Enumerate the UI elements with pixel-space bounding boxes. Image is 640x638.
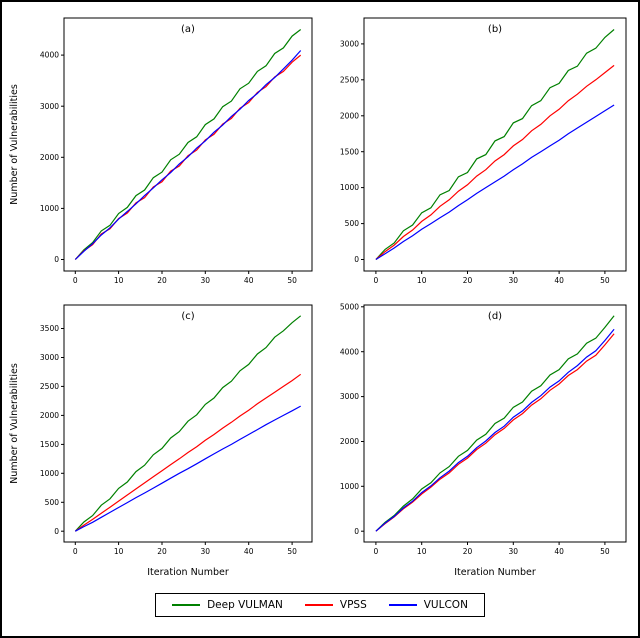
y-tick-label: 0 bbox=[54, 527, 59, 536]
legend-line-swatch bbox=[388, 604, 417, 606]
x-tick-label: 10 bbox=[114, 276, 124, 285]
y-tick-label: 2000 bbox=[340, 437, 359, 446]
x-tick-label: 20 bbox=[157, 547, 167, 556]
panel-label: (b) bbox=[488, 24, 502, 35]
y-tick-label: 4000 bbox=[340, 347, 359, 356]
y-tick-label: 2000 bbox=[40, 411, 59, 420]
x-tick-label: 30 bbox=[509, 547, 519, 556]
x-tick-label: 20 bbox=[463, 276, 473, 285]
x-tick-label: 40 bbox=[554, 276, 564, 285]
series-line-vulcon bbox=[74, 50, 302, 260]
legend-label: VPSS bbox=[339, 599, 367, 611]
x-tick-label: 50 bbox=[600, 276, 610, 285]
y-tick-label: 1000 bbox=[40, 204, 59, 213]
x-tick-label: 0 bbox=[374, 276, 379, 285]
y-tick-label: 3000 bbox=[40, 102, 59, 111]
plot-area bbox=[363, 17, 627, 272]
legend-item-vpss: VPSS bbox=[304, 599, 367, 611]
y-tick-label: 3500 bbox=[40, 324, 59, 333]
x-tick-label: 0 bbox=[374, 547, 379, 556]
panel-label: (d) bbox=[488, 311, 502, 322]
x-tick-label: 40 bbox=[244, 276, 254, 285]
x-tick-label: 10 bbox=[417, 276, 427, 285]
x-axis-label: Iteration Number bbox=[147, 567, 229, 578]
y-tick-label: 3000 bbox=[40, 353, 59, 362]
x-tick-label: 10 bbox=[114, 547, 124, 556]
subplot-b: 0 10 20 30 40 50 0 500 1000 1500 2000 2500 3000 (b) bbox=[320, 6, 634, 293]
legend-item-deep-vulman: Deep VULMAN bbox=[172, 599, 283, 611]
y-axis-label: Number of Vulnerabilities bbox=[9, 363, 20, 484]
y-tick-label: 2000 bbox=[40, 153, 59, 162]
series-line-vpss bbox=[375, 333, 615, 532]
legend-label: VULCON bbox=[423, 599, 468, 611]
series-line-vulcon bbox=[375, 104, 615, 261]
y-axis-label: Number of Vulnerabilities bbox=[9, 84, 20, 205]
y-tick-label: 0 bbox=[354, 255, 359, 264]
subplot-d: 0 10 20 30 40 50 0 1000 2000 3000 4000 5000 (d) Itera… bbox=[320, 293, 634, 580]
subplot-svg: 0 10 20 30 40 500500100015002000250030003500(… bbox=[9, 304, 313, 578]
subplot-svg: 0 10 20 30 40 50 0 1000 2000 3000 4000 (a) Number of… bbox=[9, 17, 313, 285]
plot-area bbox=[63, 17, 313, 272]
x-axis-label: Iteration Number bbox=[454, 567, 536, 578]
legend-label: Deep VULMAN bbox=[207, 599, 283, 611]
x-tick-label: 0 bbox=[73, 276, 78, 285]
y-tick-label: 500 bbox=[45, 498, 60, 507]
y-tick-label: 4000 bbox=[40, 51, 59, 60]
x-tick-label: 0 bbox=[73, 547, 78, 556]
y-tick-label: 2000 bbox=[340, 111, 359, 120]
y-tick-label: 1500 bbox=[340, 147, 359, 156]
x-tick-label: 30 bbox=[201, 276, 211, 285]
legend-item-vulcon: VULCON bbox=[388, 599, 468, 611]
series-line-deep-vulman bbox=[375, 315, 615, 532]
x-tick-label: 50 bbox=[287, 276, 297, 285]
x-tick-label: 40 bbox=[554, 547, 564, 556]
series-line-deep-vulman bbox=[375, 29, 615, 260]
plot-area bbox=[63, 304, 313, 543]
legend-row: Deep VULMAN VPSS VULCON bbox=[6, 580, 634, 630]
series-line-vpss bbox=[74, 373, 302, 532]
legend-line-swatch bbox=[304, 604, 333, 606]
y-tick-label: 500 bbox=[345, 219, 360, 228]
x-tick-label: 30 bbox=[509, 276, 519, 285]
x-tick-label: 30 bbox=[201, 547, 211, 556]
y-tick-label: 1000 bbox=[40, 469, 59, 478]
subplot-a: 0 10 20 30 40 50 0 1000 2000 3000 4000 (a) Number of… bbox=[6, 6, 320, 293]
subplot-grid: 0 10 20 30 40 50 0 1000 2000 3000 4000 (a) Number of… bbox=[6, 6, 634, 580]
y-tick-label: 0 bbox=[54, 255, 59, 264]
y-tick-label: 1000 bbox=[340, 482, 359, 491]
x-tick-label: 10 bbox=[417, 547, 427, 556]
x-tick-label: 40 bbox=[244, 547, 254, 556]
y-tick-label: 2500 bbox=[340, 75, 359, 84]
panel-label: (c) bbox=[181, 311, 194, 322]
series-line-vulcon bbox=[375, 328, 615, 532]
series-line-vpss bbox=[375, 64, 615, 260]
y-tick-label: 2500 bbox=[40, 382, 59, 391]
legend-line-swatch bbox=[172, 604, 201, 606]
y-tick-label: 1000 bbox=[340, 183, 359, 192]
x-tick-label: 20 bbox=[463, 547, 473, 556]
subplot-svg: 0 10 20 30 40 50 0 1000 2000 3000 4000 5000 (d) Itera… bbox=[340, 302, 627, 578]
panel-label: (a) bbox=[181, 24, 195, 35]
y-tick-label: 5000 bbox=[340, 302, 359, 311]
y-tick-label: 3000 bbox=[340, 40, 359, 49]
subplot-c: 0 10 20 30 40 50 0 500 1000 1500 2000 2500 3000 3500(… bbox=[6, 293, 320, 580]
y-tick-label: 0 bbox=[354, 527, 359, 536]
series-line-deep-vulman bbox=[74, 315, 302, 532]
legend: Deep VULMAN VPSS VULCON bbox=[155, 593, 485, 617]
y-tick-label: 1500 bbox=[40, 440, 59, 449]
y-tick-label: 3000 bbox=[340, 392, 359, 401]
x-tick-label: 50 bbox=[600, 547, 610, 556]
x-tick-label: 20 bbox=[157, 276, 167, 285]
x-tick-label: 50 bbox=[287, 547, 297, 556]
series-line-deep-vulman bbox=[74, 29, 302, 260]
series-line-vulcon bbox=[75, 405, 301, 532]
